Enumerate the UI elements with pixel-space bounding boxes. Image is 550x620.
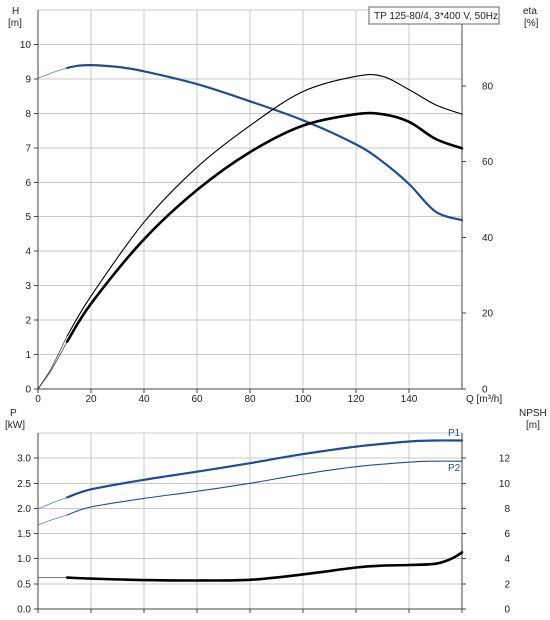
legend-box <box>368 6 500 25</box>
x-tick-label: 60 <box>191 394 203 405</box>
x-tick-label: 100 <box>295 394 312 405</box>
y-right-tick-label: 6 <box>504 529 510 540</box>
y-right-tick-label: 0 <box>482 385 488 396</box>
series-label-p2: P2 <box>448 463 461 474</box>
series-eta-thin-line <box>66 73 463 337</box>
y-right-tick-label: 40 <box>482 233 494 244</box>
y-left-tick-label: 7 <box>25 143 31 154</box>
y-left-tick-label: 1 <box>25 350 31 361</box>
series-p1-extrapolated <box>37 497 68 510</box>
y-right-tick-label: 2 <box>504 579 510 590</box>
y-left-title-top: H <box>12 6 19 17</box>
series-p2-extrapolated <box>37 514 68 526</box>
y-left-tick-label: 0.5 <box>17 579 31 590</box>
y-left-tick-label: 0.0 <box>17 605 31 616</box>
y-right-tick-label: 0 <box>504 605 510 616</box>
y-right-tick-label: 60 <box>482 157 494 168</box>
x-tick-label: 120 <box>348 394 365 405</box>
y-left-tick-label: 0 <box>25 385 31 396</box>
curves <box>37 63 464 582</box>
top-grid <box>38 9 463 389</box>
legend-text: TP 125-80/4, 3*400 V, 50Hz <box>374 11 498 22</box>
y-right-title-top: eta <box>523 6 537 17</box>
series-npsh-line <box>65 551 464 582</box>
x-axis-title: Q [m³/h] <box>466 394 502 405</box>
series-eta-thin-extrapolated <box>37 335 68 390</box>
y-left-tick-label: 4 <box>25 247 31 258</box>
y-right-tick-label: 12 <box>499 454 511 465</box>
y-right-tick-label: 4 <box>504 554 510 565</box>
y-left-tick-label: 1.0 <box>17 554 31 565</box>
y-right-title-bottom: NPSH <box>519 408 547 419</box>
y-right-tick-label: 8 <box>504 504 510 515</box>
x-tick-label: 40 <box>138 394 150 405</box>
bottom-grid <box>38 432 463 609</box>
series-h-extrapolated <box>37 67 68 79</box>
y-left-tick-label: 2.5 <box>17 479 31 490</box>
x-tick-label: 140 <box>401 394 418 405</box>
y-left-tick-label: 8 <box>25 109 31 120</box>
y-left-title-bottom: P <box>10 408 17 419</box>
series-p1-line <box>66 439 464 499</box>
series-eta-thick-extrapolated <box>37 341 68 390</box>
y-left-tick-label: 3 <box>25 281 31 292</box>
x-tick-label: 20 <box>85 394 97 405</box>
x-tick-label: 80 <box>244 394 256 405</box>
y-left-unit-top: [m] <box>8 18 22 29</box>
y-right-tick-label: 80 <box>482 81 494 92</box>
y-right-tick-label: 20 <box>482 309 494 320</box>
series-p2-line <box>66 460 463 516</box>
axes <box>34 9 466 613</box>
y-right-unit-bottom: [m] <box>526 420 540 431</box>
y-left-tick-label: 3.0 <box>17 454 31 465</box>
y-left-tick-label: 10 <box>20 40 32 51</box>
y-left-tick-label: 2.0 <box>17 504 31 515</box>
series-h-line <box>66 63 464 222</box>
x-tick-label: 0 <box>35 394 41 405</box>
y-left-tick-label: 2 <box>25 316 31 327</box>
y-right-unit-top: [%] <box>524 18 539 29</box>
y-left-tick-label: 6 <box>25 178 31 189</box>
y-left-tick-label: 9 <box>25 74 31 85</box>
y-left-tick-label: 1.5 <box>17 529 31 540</box>
series-eta-thick-line <box>65 111 464 343</box>
y-left-tick-label: 5 <box>25 212 31 223</box>
y-right-tick-label: 10 <box>499 479 511 490</box>
series-label-p1: P1 <box>448 428 461 439</box>
y-left-unit-bottom: [kW] <box>5 420 25 431</box>
